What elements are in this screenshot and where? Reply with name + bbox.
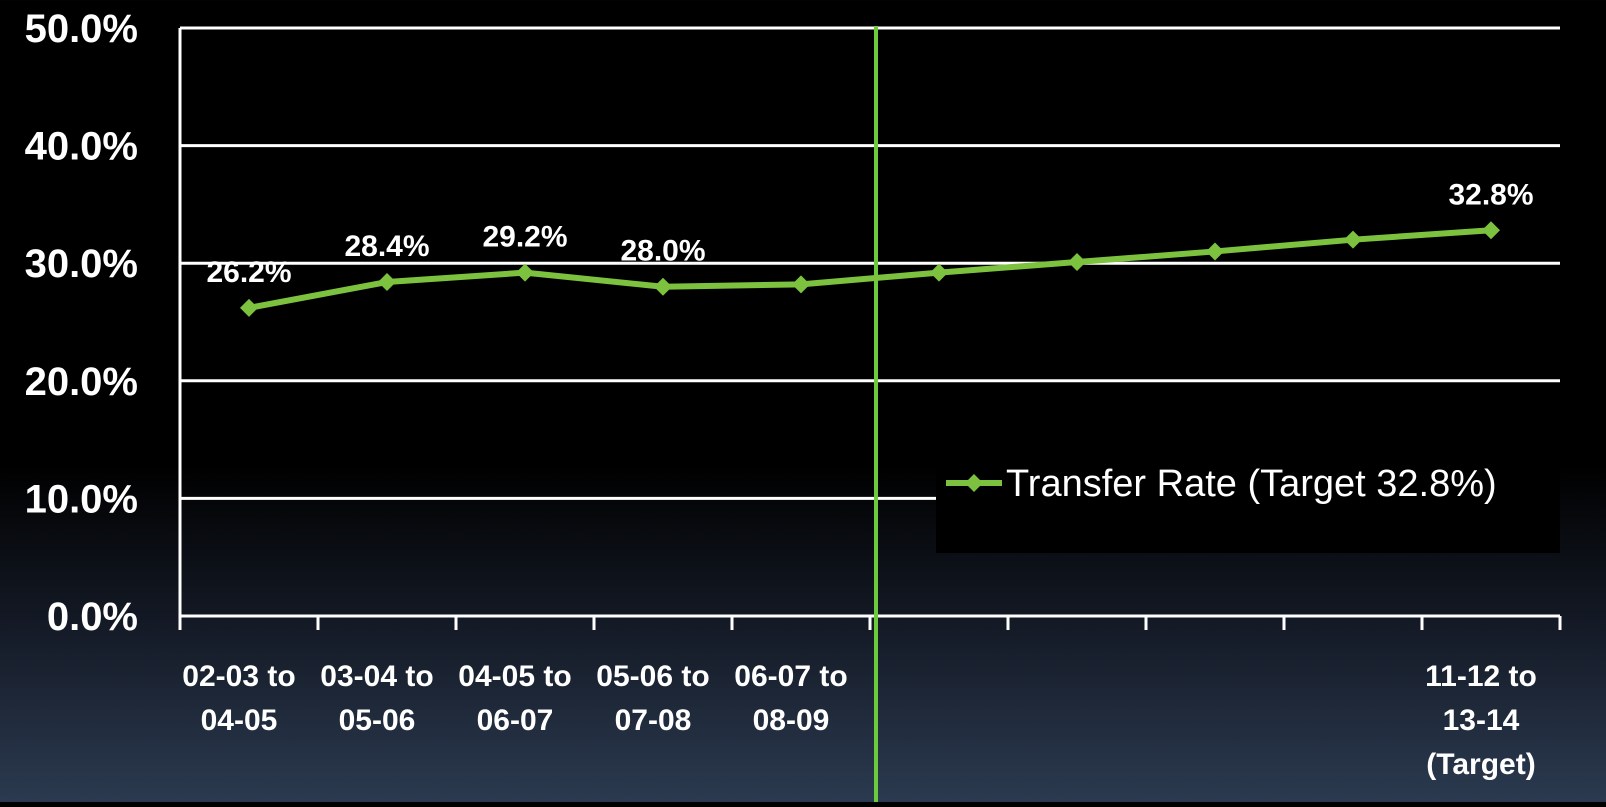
x-tick-label: 04-05 to 06-07	[458, 660, 571, 737]
data-label: 29.2%	[482, 221, 567, 254]
data-label: 28.4%	[344, 230, 429, 263]
data-point-marker	[516, 263, 534, 282]
legend-swatch-marker	[965, 474, 983, 492]
x-tick-label-line: 08-09	[753, 704, 830, 737]
x-tick-label-line: 06-07	[477, 704, 554, 737]
gridlines	[180, 26, 1560, 618]
data-point-marker	[930, 263, 948, 282]
x-tick-label-line: 07-08	[615, 704, 692, 737]
legend-box	[936, 445, 1560, 553]
data-label: 26.2%	[206, 256, 291, 289]
y-tick-label: 50.0%	[25, 7, 138, 51]
data-labels: 26.2% 28.4% 29.2% 28.0% 32.8%	[206, 178, 1533, 289]
x-tick-label-line: 03-04 to	[320, 660, 433, 693]
data-point-marker	[654, 277, 672, 296]
x-tick-label-line: (Target)	[1426, 748, 1535, 781]
x-tick-label: 06-07 to 08-09	[734, 660, 847, 737]
series-transfer-rate	[240, 221, 1500, 317]
data-point-marker	[1206, 242, 1224, 261]
x-tick-label-line: 04-05	[201, 704, 278, 737]
y-axis: 0.0% 10.0% 20.0% 30.0% 40.0% 50.0%	[25, 7, 182, 639]
x-tick-label: 02-03 to 04-05	[182, 660, 295, 737]
legend-label: Transfer Rate (Target 32.8%)	[1006, 463, 1497, 505]
y-tick-label: 30.0%	[25, 242, 138, 286]
data-point-marker	[378, 273, 396, 292]
y-tick-label: 40.0%	[25, 125, 138, 169]
x-tick-label: 11-12 to 13-14 (Target)	[1425, 660, 1537, 781]
x-tick-label: 05-06 to 07-08	[596, 660, 709, 737]
x-tick-label-line: 02-03 to	[182, 660, 295, 693]
x-tick-label-line: 13-14	[1443, 704, 1520, 737]
series-line	[248, 227, 1492, 311]
data-point-marker	[1068, 253, 1086, 272]
x-tick-label-line: 05-06	[339, 704, 416, 737]
x-tick-label-line: 05-06 to	[596, 660, 709, 693]
y-tick-label: 0.0%	[47, 595, 138, 639]
data-point-marker	[792, 275, 810, 294]
legend: Transfer Rate (Target 32.8%)	[936, 445, 1560, 553]
data-point-marker	[1344, 230, 1362, 249]
x-tick-label: 03-04 to 05-06	[320, 660, 433, 737]
data-label: 32.8%	[1448, 178, 1533, 211]
y-tick-label: 20.0%	[25, 360, 138, 404]
data-point-marker	[1482, 221, 1500, 240]
x-tick-label-line: 06-07 to	[734, 660, 847, 693]
x-tick-label-line: 11-12 to	[1425, 660, 1537, 693]
data-label: 28.0%	[620, 235, 705, 268]
data-point-marker	[240, 298, 258, 317]
y-tick-label: 10.0%	[25, 477, 138, 521]
x-tick-label-line: 04-05 to	[458, 660, 571, 693]
